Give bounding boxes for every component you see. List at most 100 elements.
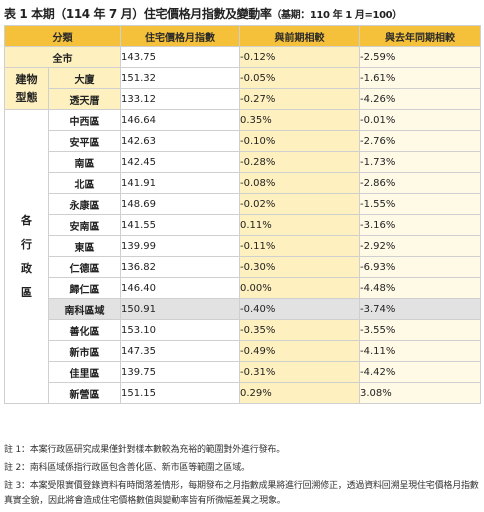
table-row: 安南區 141.55 0.11% -3.16% (5, 214, 481, 236)
overall-yoy: -2.59% (359, 46, 481, 68)
row-index: 151.15 (120, 382, 240, 404)
row-index: 146.64 (120, 109, 240, 131)
row-index: 141.55 (120, 214, 240, 236)
header-mom: 與前期相較 (239, 25, 360, 47)
overall-row: 全市 143.75 -0.12% -2.59% (4, 46, 481, 68)
row-yoy: 3.08% (359, 382, 481, 404)
row-index: 150.91 (120, 298, 240, 320)
row-yoy: -1.55% (359, 193, 481, 215)
table-row: 各 行 政 區 中西區 146.64 0.35% -0.01% (4, 109, 481, 404)
row-yoy: -2.76% (359, 130, 481, 152)
row-mom: -0.35% (239, 319, 360, 341)
header-index: 住宅價格月指數 (120, 25, 240, 47)
row-mom: -0.49% (239, 340, 360, 362)
row-mom: 0.00% (239, 277, 360, 299)
table-row: 新市區 147.35 -0.49% -4.11% (5, 340, 481, 362)
overall-mom: -0.12% (239, 46, 360, 68)
footnote-2: 註 2：南科區域係指行政區包含善化區、新市區等範圍之區域。 (4, 463, 250, 473)
row-yoy: -4.48% (359, 277, 481, 299)
row-yoy: -3.55% (359, 319, 481, 341)
district-label-char: 行 (21, 237, 32, 251)
table-body: 全市 143.75 -0.12% -2.59% 建物 型態 大廈 151.32 … (4, 46, 481, 404)
row-mom: 0.35% (239, 109, 360, 131)
table-row: 東區 139.99 -0.11% -2.92% (5, 235, 481, 257)
row-mom: -0.40% (239, 298, 360, 320)
title-text: 表 1 本期（114 年 7 月）住宅價格月指數及變動率 (4, 7, 272, 21)
row-yoy: -0.01% (359, 109, 481, 131)
footnote-3: 註 3：本案受限實價登錄資料有時間落差情形，每期發布之月指數成果將進行回溯修正，… (4, 481, 479, 506)
district-label-char: 各 (21, 213, 32, 227)
building-type-label-line1: 建物 (15, 72, 38, 86)
table-row: 佳里區 139.75 -0.31% -4.42% (5, 361, 481, 383)
table-row: 仁德區 136.82 -0.30% -6.93% (5, 256, 481, 278)
row-mom: -0.30% (239, 256, 360, 278)
row-mom: -0.08% (239, 172, 360, 194)
row-yoy: -4.11% (359, 340, 481, 362)
table-row: 永康區 148.69 -0.02% -1.55% (5, 193, 481, 215)
row-name: 新營區 (48, 382, 121, 404)
table-row: 南區 142.45 -0.28% -1.73% (5, 151, 481, 173)
table-row: 善化區 153.10 -0.35% -3.55% (5, 319, 481, 341)
row-yoy: -2.92% (359, 235, 481, 257)
row-index: 148.69 (120, 193, 240, 215)
row-mom: 0.11% (239, 214, 360, 236)
row-name: 歸仁區 (48, 277, 121, 299)
row-mom: -0.02% (239, 193, 360, 215)
row-index: 136.82 (120, 256, 240, 278)
row-index: 141.91 (120, 172, 240, 194)
table-row: 歸仁區 146.40 0.00% -4.48% (5, 277, 481, 299)
table-row: 安平區 142.63 -0.10% -2.76% (5, 130, 481, 152)
table-row: 透天厝 133.12 -0.27% -4.26% (5, 88, 481, 110)
row-mom: -0.05% (239, 67, 360, 89)
row-mom: -0.10% (239, 130, 360, 152)
row-name: 永康區 (48, 193, 121, 215)
header-yoy: 與去年同期相較 (359, 25, 481, 47)
row-name: 南科區域 (48, 298, 121, 320)
table-row: 新營區 151.15 0.29% 3.08% (5, 382, 481, 404)
row-name: 仁德區 (48, 256, 121, 278)
row-name: 新市區 (48, 340, 121, 362)
price-index-table: 分類 住宅價格月指數 與前期相較 與去年同期相較 全市 143.75 -0.12… (4, 25, 481, 404)
title-base-period: （基期：110 年 1 月=100） (271, 10, 402, 21)
row-index: 133.12 (120, 88, 240, 110)
row-name: 善化區 (48, 319, 121, 341)
row-mom: 0.29% (239, 382, 360, 404)
row-index: 139.75 (120, 361, 240, 383)
table-row: 北區 141.91 -0.08% -2.86% (5, 172, 481, 194)
row-yoy: -4.42% (359, 361, 481, 383)
row-index: 151.32 (120, 67, 240, 89)
row-index: 147.35 (120, 340, 240, 362)
row-index: 139.99 (120, 235, 240, 257)
district-label: 各 行 政 區 (4, 109, 49, 404)
row-mom: -0.28% (239, 151, 360, 173)
overall-index: 143.75 (120, 46, 240, 68)
table-title: 表 1 本期（114 年 7 月）住宅價格月指數及變動率（基期：110 年 1 … (4, 5, 480, 21)
row-name: 南區 (48, 151, 121, 173)
row-index: 153.10 (120, 319, 240, 341)
table-row-highlighted: 南科區域 150.91 -0.40% -3.74% (5, 298, 481, 320)
header-category: 分類 (4, 25, 121, 47)
footnote-1: 註 1：本案行政區研究成果僅針對樣本數較為充裕的範圍對外進行發布。 (4, 445, 285, 455)
table-row: 建物 型態 大廈 151.32 -0.05% -1.61% (4, 67, 481, 110)
row-yoy: -3.16% (359, 214, 481, 236)
row-name: 北區 (48, 172, 121, 194)
overall-name: 全市 (4, 46, 121, 68)
row-mom: -0.11% (239, 235, 360, 257)
district-label-char: 政 (21, 261, 32, 275)
row-name: 安南區 (48, 214, 121, 236)
row-mom: -0.27% (239, 88, 360, 110)
row-name: 佳里區 (48, 361, 121, 383)
row-mom: -0.31% (239, 361, 360, 383)
row-yoy: -6.93% (359, 256, 481, 278)
row-name: 安平區 (48, 130, 121, 152)
district-label-char: 區 (21, 285, 32, 299)
row-index: 142.63 (120, 130, 240, 152)
row-name: 中西區 (48, 109, 121, 131)
row-name: 東區 (48, 235, 121, 257)
row-yoy: -1.73% (359, 151, 481, 173)
row-index: 142.45 (120, 151, 240, 173)
row-name: 透天厝 (48, 88, 121, 110)
row-index: 146.40 (120, 277, 240, 299)
row-yoy: -1.61% (359, 67, 481, 89)
